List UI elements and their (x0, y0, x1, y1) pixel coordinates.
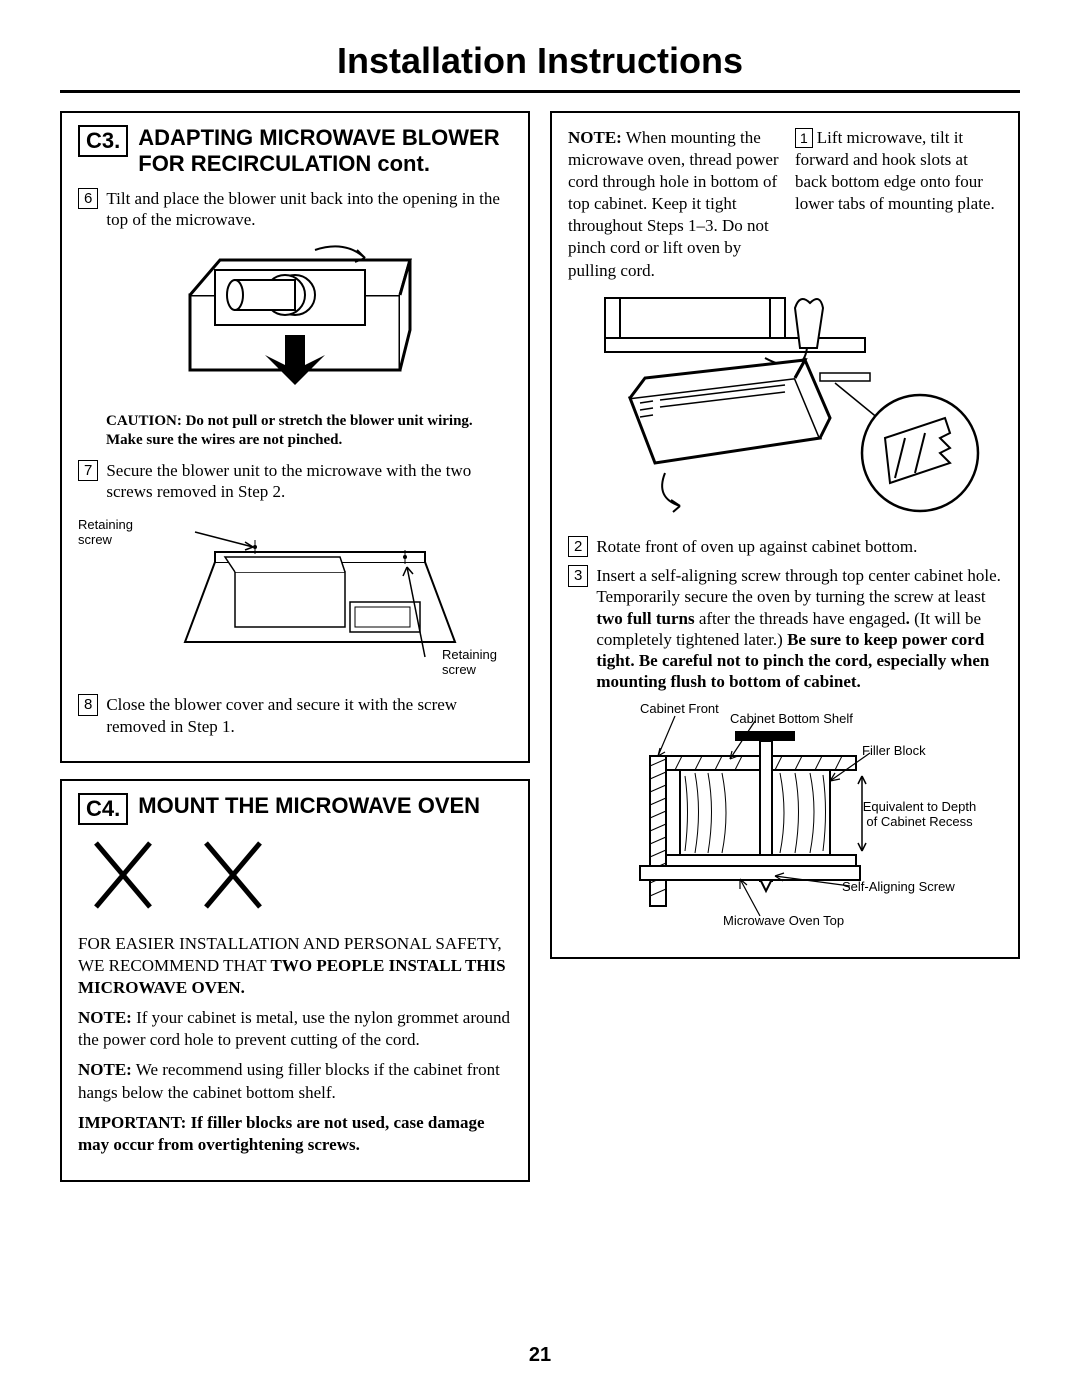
label-equiv-depth: Equivalent to Depth of Cabinet Recess (862, 799, 977, 829)
label-oven-top: Microwave Oven Top (723, 913, 844, 928)
step-8-text: Close the blower cover and secure it wit… (106, 694, 512, 737)
right-note-text: When mounting the microwave oven, thread… (568, 128, 779, 280)
fig2-label-right: Retaining screw (442, 647, 512, 677)
c4-note1-label: NOTE: (78, 1008, 132, 1027)
step-6-text: Tilt and place the blower unit back into… (106, 188, 512, 231)
step-3: 3 Insert a self-aligning screw through t… (568, 565, 1002, 693)
right-note-label: NOTE: (568, 128, 622, 147)
step-7-num: 7 (78, 460, 98, 482)
left-column: C3. ADAPTING MICROWAVE BLOWER FOR RECIRC… (60, 111, 530, 1198)
figure-cross-section: Cabinet Front Cabinet Bottom Shelf Fille… (568, 701, 1002, 931)
step3-b: two full turns (596, 609, 694, 628)
c4-note1: NOTE: If your cabinet is metal, use the … (78, 1007, 512, 1051)
step3-a: Insert a self-aligning screw through top… (596, 566, 1001, 606)
c4-note2-label: NOTE: (78, 1060, 132, 1079)
right-top-row: NOTE: When mounting the microwave oven, … (568, 127, 1002, 282)
step-6: 6 Tilt and place the blower unit back in… (78, 188, 512, 231)
c4-note1-text: If your cabinet is metal, use the nylon … (78, 1008, 510, 1049)
fig2-label-left: Retaining screw (78, 517, 138, 547)
step-3-num: 3 (568, 565, 588, 587)
right-section: NOTE: When mounting the microwave oven, … (550, 111, 1020, 959)
page-number: 21 (0, 1344, 1080, 1367)
step3-c: after the threads have engaged (695, 609, 906, 628)
page-title: Installation Instructions (60, 40, 1020, 93)
step-1-text: Lift microwave, tilt it forward and hook… (795, 128, 995, 213)
label-cabinet-bottom: Cabinet Bottom Shelf (730, 711, 853, 726)
label-self-align: Self-Aligning Screw (842, 879, 955, 894)
figure-retaining-screws: Retaining screw Retaining screw (78, 512, 512, 682)
step-2: 2 Rotate front of oven up against cabine… (568, 536, 1002, 558)
step-2-text: Rotate front of oven up against cabinet … (596, 536, 1002, 557)
c4-important: IMPORTANT: If filler blocks are not used… (78, 1112, 512, 1156)
figure-mounting (568, 288, 1002, 528)
step-2-num: 2 (568, 536, 588, 558)
two-column-layout: C3. ADAPTING MICROWAVE BLOWER FOR RECIRC… (60, 111, 1020, 1198)
right-column: NOTE: When mounting the microwave oven, … (550, 111, 1020, 1198)
section-c4-header: C4. MOUNT THE MICROWAVE OVEN (78, 793, 512, 825)
step-8-num: 8 (78, 694, 98, 716)
section-c3-header: C3. ADAPTING MICROWAVE BLOWER FOR RECIRC… (78, 125, 512, 178)
section-c4-num: C4. (78, 793, 128, 825)
right-note: NOTE: When mounting the microwave oven, … (568, 127, 785, 282)
section-c3-num: C3. (78, 125, 128, 157)
step-8: 8 Close the blower cover and secure it w… (78, 694, 512, 737)
section-c4: C4. MOUNT THE MICROWAVE OVEN FOR EASIER … (60, 779, 530, 1182)
figure-blower-insert (78, 240, 512, 400)
c4-para1: FOR EASIER INSTALLATION AND PERSONAL SAF… (78, 933, 512, 999)
right-step1: 1Lift microwave, tilt it forward and hoo… (795, 127, 1002, 282)
section-c4-title: MOUNT THE MICROWAVE OVEN (138, 793, 480, 819)
caution-text: CAUTION: Do not pull or stretch the blow… (106, 412, 512, 450)
c4-note2-text: We recommend using filler blocks if the … (78, 1060, 500, 1101)
c4-important-text: IMPORTANT: If filler blocks are not used… (78, 1113, 485, 1154)
step-7-text: Secure the blower unit to the microwave … (106, 460, 512, 503)
step-3-text: Insert a self-aligning screw through top… (596, 565, 1002, 693)
label-cabinet-front: Cabinet Front (640, 701, 719, 716)
step-7: 7 Secure the blower unit to the microwav… (78, 460, 512, 503)
step-6-num: 6 (78, 188, 98, 210)
c4-note2: NOTE: We recommend using filler blocks i… (78, 1059, 512, 1103)
label-filler-block: Filler Block (862, 743, 926, 758)
section-c3: C3. ADAPTING MICROWAVE BLOWER FOR RECIRC… (60, 111, 530, 763)
step-1-num: 1 (795, 128, 813, 148)
two-person-icon (88, 835, 512, 915)
section-c3-title: ADAPTING MICROWAVE BLOWER FOR RECIRCULAT… (138, 125, 512, 178)
